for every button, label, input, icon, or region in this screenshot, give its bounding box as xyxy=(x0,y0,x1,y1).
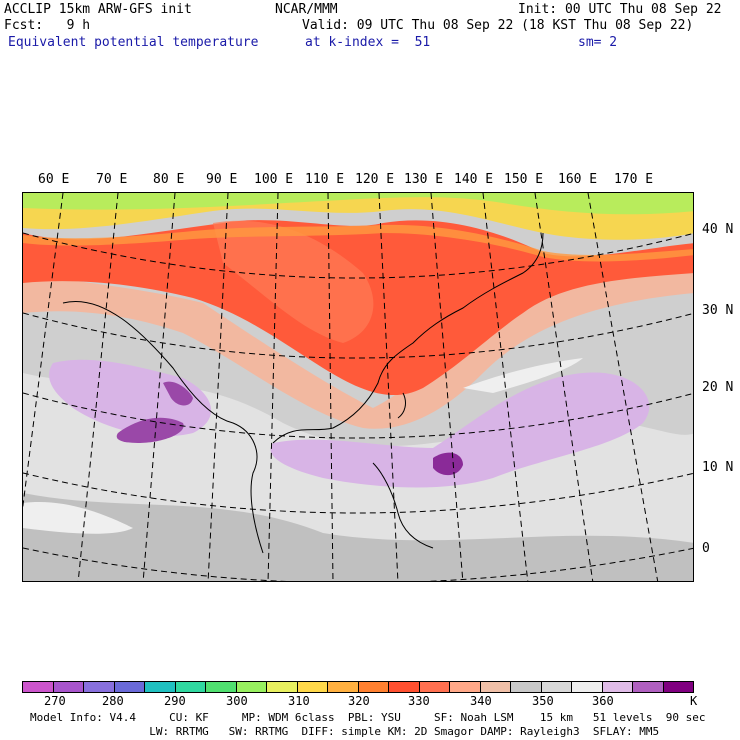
graticule-parallels xyxy=(23,232,693,581)
colorbar-swatch xyxy=(633,682,664,692)
monsoon-moist-region xyxy=(49,359,212,437)
high-theta-e-patch xyxy=(433,452,463,476)
colorbar-swatch xyxy=(267,682,298,692)
colorbar-label: 290 xyxy=(164,694,186,708)
model-info-line1: Model Info: V4.4 CU: KF MP: WDM 6class P… xyxy=(30,711,706,724)
level-label: at k-index = 51 xyxy=(305,35,431,50)
colorbar xyxy=(22,681,694,693)
model-title: ACCLIP 15km ARW-GFS init xyxy=(4,2,192,17)
dry-patch xyxy=(23,502,133,534)
colorbar-label: 300 xyxy=(226,694,248,708)
model-info-line2: LW: RRTMG SW: RRTMG DIFF: simple KM: 2D … xyxy=(30,725,660,738)
colorbar-swatch xyxy=(114,682,145,692)
lon-label: 110 E xyxy=(305,172,345,187)
colorbar-label: 320 xyxy=(348,694,370,708)
lat-label: 10 N xyxy=(702,460,734,475)
map-panel xyxy=(22,192,694,582)
colorbar-swatch xyxy=(663,682,693,692)
colorbar-swatch xyxy=(175,682,206,692)
high-theta-e-patch xyxy=(163,381,193,406)
colorbar-swatch xyxy=(541,682,572,692)
colorbar-label: 350 xyxy=(532,694,554,708)
colorbar-swatch xyxy=(53,682,84,692)
inland-warm-patch xyxy=(213,220,374,343)
colorbar-unit: K xyxy=(690,694,698,708)
colorbar-label: 340 xyxy=(470,694,492,708)
pacific-moist-region xyxy=(270,372,650,488)
lat-label: 20 N xyxy=(702,380,734,395)
init-time: Init: 00 UTC Thu 08 Sep 22 xyxy=(518,2,722,17)
colorbar-label: 360 xyxy=(592,694,614,708)
colorbar-swatch xyxy=(145,682,176,692)
colorbar-swatch xyxy=(328,682,359,692)
colorbar-swatch xyxy=(450,682,481,692)
lon-label: 140 E xyxy=(454,172,494,187)
lon-label: 120 E xyxy=(355,172,395,187)
lat-label: 40 N xyxy=(702,222,734,237)
lon-label: 100 E xyxy=(254,172,294,187)
lon-label: 90 E xyxy=(206,172,238,187)
smoothing-label: sm= 2 xyxy=(578,35,618,50)
colorbar-swatch xyxy=(572,682,603,692)
lon-label: 60 E xyxy=(38,172,70,187)
colorbar-swatch xyxy=(297,682,328,692)
forecast-hour: Fcst: 9 h xyxy=(4,18,91,33)
colorbar-swatch xyxy=(358,682,389,692)
field-name: Equivalent potential temperature xyxy=(8,35,259,50)
lon-label: 150 E xyxy=(504,172,544,187)
colorbar-swatch xyxy=(389,682,420,692)
high-theta-e-patch xyxy=(116,417,184,443)
coastlines xyxy=(62,232,544,554)
dry-patch xyxy=(463,358,583,393)
lat-label: 30 N xyxy=(702,303,734,318)
colorbar-label: 330 xyxy=(408,694,430,708)
theta-e-map xyxy=(23,193,693,581)
colorbar-swatch xyxy=(206,682,237,692)
colorbar-label: 270 xyxy=(44,694,66,708)
colorbar-swatch xyxy=(480,682,511,692)
lon-label: 160 E xyxy=(558,172,598,187)
lat-label: 0 xyxy=(702,541,710,556)
colorbar-label: 310 xyxy=(288,694,310,708)
center-label: NCAR/MMM xyxy=(275,2,338,17)
colorbar-swatch xyxy=(23,682,54,692)
valid-time: Valid: 09 UTC Thu 08 Sep 22 (18 KST Thu … xyxy=(302,18,694,33)
transition-band xyxy=(23,224,693,262)
colorbar-swatch xyxy=(236,682,267,692)
colorbar-swatch xyxy=(419,682,450,692)
colorbar-label: 280 xyxy=(102,694,124,708)
equatorial-region xyxy=(23,493,693,581)
graticule-meridians xyxy=(23,193,659,581)
cold-band xyxy=(23,193,693,215)
lon-label: 130 E xyxy=(404,172,444,187)
lon-label: 170 E xyxy=(614,172,654,187)
colorbar-swatch xyxy=(511,682,542,692)
colorbar-swatch xyxy=(602,682,633,692)
lon-label: 80 E xyxy=(153,172,185,187)
lon-label: 70 E xyxy=(96,172,128,187)
colorbar-swatch xyxy=(84,682,115,692)
